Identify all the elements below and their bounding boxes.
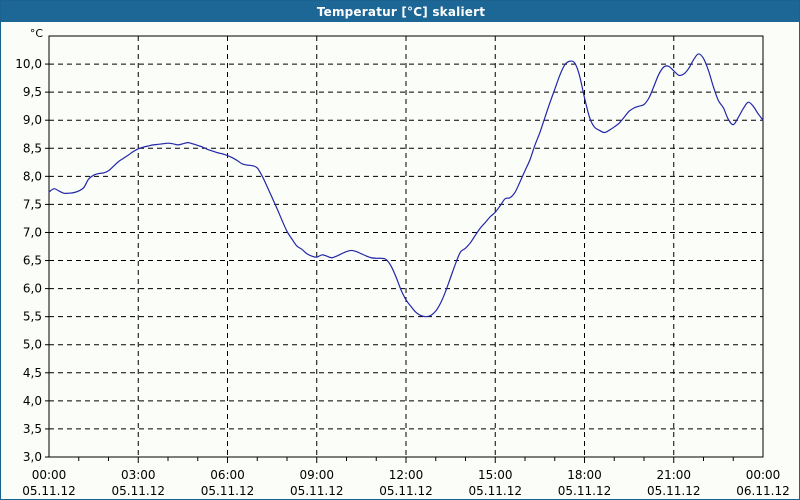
- x-axis-tick-labels: 00:00 05.11.12 03:00 05.11.12 06:00 05.11.12 0…: [22, 468, 789, 498]
- y-axis-tick-marks: [45, 63, 49, 458]
- x-tick-date-label: 05.11.12: [647, 484, 700, 498]
- y-tick-label: 6,0: [23, 282, 42, 296]
- x-tick-date-label: 05.11.12: [112, 484, 165, 498]
- y-tick-label: 4,0: [23, 394, 42, 408]
- plot-frame: [48, 35, 764, 458]
- y-tick-label: 3,5: [23, 422, 42, 436]
- x-tick-time-label: 00:00: [32, 468, 67, 482]
- x-tick-time-label: 15:00: [478, 468, 513, 482]
- y-tick-label: 8,5: [23, 141, 42, 155]
- x-tick-time-label: 21:00: [656, 468, 691, 482]
- y-tick-label: 8,0: [23, 169, 42, 183]
- x-tick-time-label: 18:00: [567, 468, 602, 482]
- y-tick-label: 7,0: [23, 225, 42, 239]
- y-tick-label: 9,5: [23, 85, 42, 99]
- page-title: Temperatur [°C] skaliert: [316, 4, 486, 19]
- y-axis-unit-label: °C: [30, 27, 44, 40]
- y-tick-label: 7,5: [23, 197, 42, 211]
- x-tick-time-label: 06:00: [210, 468, 245, 482]
- temperature-line-chart: 10,0 9,5 9,0 8,5 8,0 7,5 7,0 6,5 6,0 5,5 5,0 4,5 4,0…: [15, 27, 789, 498]
- y-tick-label: 6,5: [23, 254, 42, 268]
- y-tick-label: 5,5: [23, 310, 42, 324]
- x-tick-date-label: 05.11.12: [201, 484, 254, 498]
- y-tick-label: 4,5: [23, 366, 42, 380]
- x-tick-date-label: 05.11.12: [290, 484, 343, 498]
- window-title-bar: Temperatur [°C] skaliert: [1, 1, 799, 22]
- chart-area: 10,0 9,5 9,0 8,5 8,0 7,5 7,0 6,5 6,0 5,5 5,0 4,5 4,0…: [1, 22, 799, 499]
- x-tick-time-label: 09:00: [299, 468, 334, 482]
- y-tick-label: 10,0: [15, 57, 42, 71]
- x-tick-date-label: 06.11.12: [736, 484, 789, 498]
- x-tick-date-label: 05.11.12: [379, 484, 432, 498]
- series-temperatur: [48, 53, 764, 318]
- y-tick-label: 9,0: [23, 113, 42, 127]
- y-tick-label: 5,0: [23, 338, 42, 352]
- vertical-gridlines: [137, 36, 675, 457]
- x-tick-date-label: 05.11.12: [558, 484, 611, 498]
- x-tick-date-label: 05.11.12: [469, 484, 522, 498]
- x-tick-time-label: 00:00: [746, 468, 781, 482]
- x-tick-time-label: 12:00: [389, 468, 424, 482]
- x-tick-time-label: 03:00: [121, 468, 156, 482]
- x-tick-date-label: 05.11.12: [22, 484, 75, 498]
- y-axis-tick-labels: 10,0 9,5 9,0 8,5 8,0 7,5 7,0 6,5 6,0 5,5 5,0 4,5 4,0…: [15, 57, 42, 464]
- y-tick-label: 3,0: [23, 450, 42, 464]
- minor-tick-marks: [78, 457, 734, 463]
